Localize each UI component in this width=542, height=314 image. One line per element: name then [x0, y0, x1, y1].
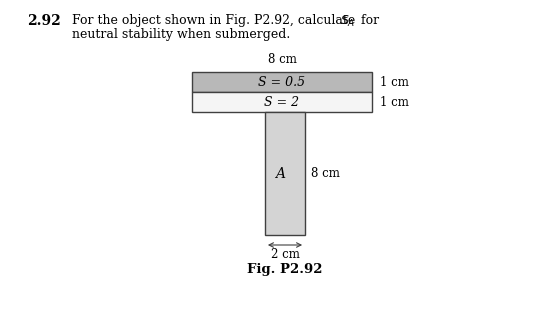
Text: for: for	[357, 14, 379, 27]
Text: 8 cm: 8 cm	[268, 53, 296, 66]
Bar	[192, 72, 372, 92]
Text: 2.92: 2.92	[27, 14, 61, 28]
Text: Fig. P2.92: Fig. P2.92	[247, 263, 322, 276]
Text: S = 2: S = 2	[264, 95, 300, 109]
Text: 1 cm: 1 cm	[380, 75, 409, 89]
Text: A: A	[275, 166, 285, 181]
Text: 8 cm: 8 cm	[311, 167, 340, 180]
Text: 2 cm: 2 cm	[270, 248, 299, 261]
Bar	[192, 92, 372, 112]
Text: 1 cm: 1 cm	[380, 95, 409, 109]
Text: neutral stability when submerged.: neutral stability when submerged.	[72, 28, 291, 41]
Text: For the object shown in Fig. P2.92, calculate: For the object shown in Fig. P2.92, calc…	[72, 14, 359, 27]
Text: S = 0.5: S = 0.5	[259, 75, 306, 89]
Text: $S_A$: $S_A$	[340, 14, 356, 29]
Bar	[265, 112, 305, 235]
